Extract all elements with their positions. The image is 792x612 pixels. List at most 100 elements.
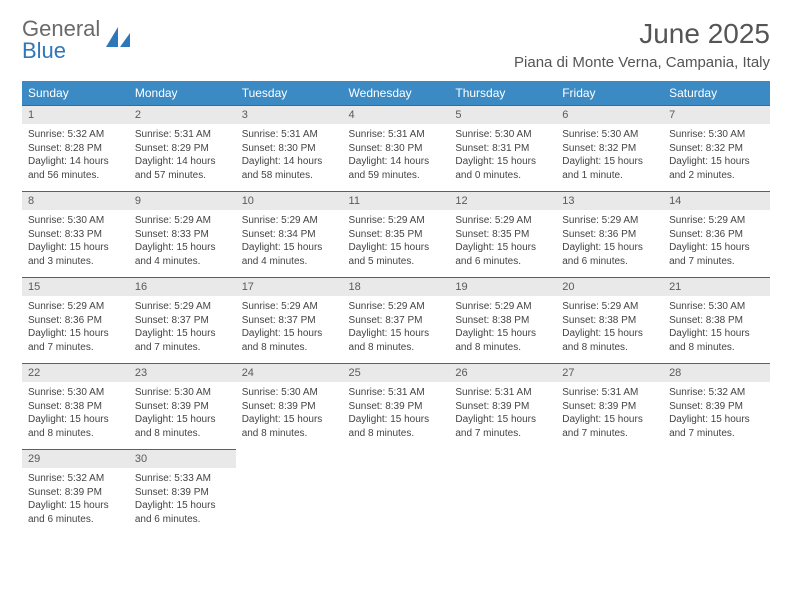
day-number: 11	[343, 191, 450, 210]
logo: General Blue	[22, 18, 132, 62]
day-details: Sunrise: 5:31 AMSunset: 8:30 PMDaylight:…	[236, 124, 343, 188]
daylight-text2: and 59 minutes.	[349, 169, 444, 183]
day-number: 16	[129, 277, 236, 296]
sunrise-text: Sunrise: 5:33 AM	[135, 472, 230, 486]
sunset-text: Sunset: 8:36 PM	[669, 228, 764, 242]
daylight-text2: and 7 minutes.	[28, 341, 123, 355]
calendar-cell: 18Sunrise: 5:29 AMSunset: 8:37 PMDayligh…	[343, 277, 450, 363]
sunset-text: Sunset: 8:29 PM	[135, 142, 230, 156]
daylight-text: Daylight: 15 hours	[242, 327, 337, 341]
calendar-cell: 3Sunrise: 5:31 AMSunset: 8:30 PMDaylight…	[236, 105, 343, 191]
sunset-text: Sunset: 8:28 PM	[28, 142, 123, 156]
daylight-text: Daylight: 15 hours	[562, 413, 657, 427]
day-number: 23	[129, 363, 236, 382]
day-number: 20	[556, 277, 663, 296]
sunrise-text: Sunrise: 5:29 AM	[349, 300, 444, 314]
daylight-text2: and 3 minutes.	[28, 255, 123, 269]
calendar-cell: 7Sunrise: 5:30 AMSunset: 8:32 PMDaylight…	[663, 105, 770, 191]
sunset-text: Sunset: 8:37 PM	[135, 314, 230, 328]
daylight-text: Daylight: 15 hours	[455, 413, 550, 427]
sunrise-text: Sunrise: 5:30 AM	[669, 300, 764, 314]
day-details: Sunrise: 5:29 AMSunset: 8:34 PMDaylight:…	[236, 210, 343, 274]
sunset-text: Sunset: 8:39 PM	[28, 486, 123, 500]
header: General Blue June 2025 Piana di Monte Ve…	[22, 18, 770, 71]
calendar-cell: 12Sunrise: 5:29 AMSunset: 8:35 PMDayligh…	[449, 191, 556, 277]
day-number: 17	[236, 277, 343, 296]
calendar-cell: 16Sunrise: 5:29 AMSunset: 8:37 PMDayligh…	[129, 277, 236, 363]
sunrise-text: Sunrise: 5:30 AM	[455, 128, 550, 142]
sunrise-text: Sunrise: 5:29 AM	[135, 300, 230, 314]
sunrise-text: Sunrise: 5:29 AM	[28, 300, 123, 314]
day-details: Sunrise: 5:29 AMSunset: 8:38 PMDaylight:…	[449, 296, 556, 360]
daylight-text2: and 58 minutes.	[242, 169, 337, 183]
calendar-cell: 23Sunrise: 5:30 AMSunset: 8:39 PMDayligh…	[129, 363, 236, 449]
daylight-text: Daylight: 15 hours	[135, 499, 230, 513]
sunset-text: Sunset: 8:39 PM	[135, 486, 230, 500]
weekday-head: Tuesday	[236, 81, 343, 105]
day-number: 24	[236, 363, 343, 382]
daylight-text2: and 1 minute.	[562, 169, 657, 183]
calendar-cell	[663, 449, 770, 535]
day-details: Sunrise: 5:29 AMSunset: 8:37 PMDaylight:…	[343, 296, 450, 360]
daylight-text2: and 6 minutes.	[135, 513, 230, 527]
sunset-text: Sunset: 8:38 PM	[562, 314, 657, 328]
day-number: 2	[129, 105, 236, 124]
day-details: Sunrise: 5:29 AMSunset: 8:33 PMDaylight:…	[129, 210, 236, 274]
sunrise-text: Sunrise: 5:31 AM	[455, 386, 550, 400]
day-number: 29	[22, 449, 129, 468]
sunrise-text: Sunrise: 5:31 AM	[135, 128, 230, 142]
sunset-text: Sunset: 8:39 PM	[135, 400, 230, 414]
daylight-text: Daylight: 15 hours	[669, 155, 764, 169]
daylight-text2: and 6 minutes.	[455, 255, 550, 269]
sunset-text: Sunset: 8:37 PM	[242, 314, 337, 328]
calendar-cell: 24Sunrise: 5:30 AMSunset: 8:39 PMDayligh…	[236, 363, 343, 449]
sunrise-text: Sunrise: 5:29 AM	[455, 300, 550, 314]
day-number: 27	[556, 363, 663, 382]
daylight-text2: and 4 minutes.	[135, 255, 230, 269]
sunrise-text: Sunrise: 5:29 AM	[562, 214, 657, 228]
daylight-text2: and 7 minutes.	[135, 341, 230, 355]
sunrise-text: Sunrise: 5:30 AM	[562, 128, 657, 142]
calendar-cell	[449, 449, 556, 535]
day-number: 26	[449, 363, 556, 382]
calendar-cell: 21Sunrise: 5:30 AMSunset: 8:38 PMDayligh…	[663, 277, 770, 363]
daylight-text2: and 2 minutes.	[669, 169, 764, 183]
day-details: Sunrise: 5:31 AMSunset: 8:39 PMDaylight:…	[449, 382, 556, 446]
day-number: 13	[556, 191, 663, 210]
day-details: Sunrise: 5:29 AMSunset: 8:36 PMDaylight:…	[556, 210, 663, 274]
sunrise-text: Sunrise: 5:31 AM	[349, 128, 444, 142]
daylight-text2: and 0 minutes.	[455, 169, 550, 183]
daylight-text: Daylight: 14 hours	[28, 155, 123, 169]
sunset-text: Sunset: 8:30 PM	[349, 142, 444, 156]
daylight-text: Daylight: 15 hours	[669, 327, 764, 341]
weekday-head: Friday	[556, 81, 663, 105]
sunset-text: Sunset: 8:32 PM	[669, 142, 764, 156]
day-details: Sunrise: 5:30 AMSunset: 8:39 PMDaylight:…	[236, 382, 343, 446]
daylight-text2: and 56 minutes.	[28, 169, 123, 183]
day-number: 6	[556, 105, 663, 124]
day-details: Sunrise: 5:31 AMSunset: 8:30 PMDaylight:…	[343, 124, 450, 188]
sunset-text: Sunset: 8:39 PM	[669, 400, 764, 414]
daylight-text2: and 6 minutes.	[28, 513, 123, 527]
sunrise-text: Sunrise: 5:29 AM	[242, 214, 337, 228]
day-number: 21	[663, 277, 770, 296]
sunrise-text: Sunrise: 5:30 AM	[28, 386, 123, 400]
calendar-cell: 26Sunrise: 5:31 AMSunset: 8:39 PMDayligh…	[449, 363, 556, 449]
daylight-text: Daylight: 15 hours	[669, 413, 764, 427]
sunset-text: Sunset: 8:38 PM	[455, 314, 550, 328]
daylight-text2: and 4 minutes.	[242, 255, 337, 269]
title-block: June 2025 Piana di Monte Verna, Campania…	[514, 18, 770, 71]
calendar-cell: 9Sunrise: 5:29 AMSunset: 8:33 PMDaylight…	[129, 191, 236, 277]
calendar-cell: 27Sunrise: 5:31 AMSunset: 8:39 PMDayligh…	[556, 363, 663, 449]
sunrise-text: Sunrise: 5:29 AM	[562, 300, 657, 314]
day-number: 4	[343, 105, 450, 124]
daylight-text: Daylight: 15 hours	[28, 241, 123, 255]
calendar-cell: 19Sunrise: 5:29 AMSunset: 8:38 PMDayligh…	[449, 277, 556, 363]
day-number: 7	[663, 105, 770, 124]
day-number: 1	[22, 105, 129, 124]
sunset-text: Sunset: 8:38 PM	[28, 400, 123, 414]
daylight-text: Daylight: 15 hours	[349, 413, 444, 427]
calendar-cell: 8Sunrise: 5:30 AMSunset: 8:33 PMDaylight…	[22, 191, 129, 277]
sunset-text: Sunset: 8:30 PM	[242, 142, 337, 156]
logo-text: General Blue	[22, 18, 100, 62]
